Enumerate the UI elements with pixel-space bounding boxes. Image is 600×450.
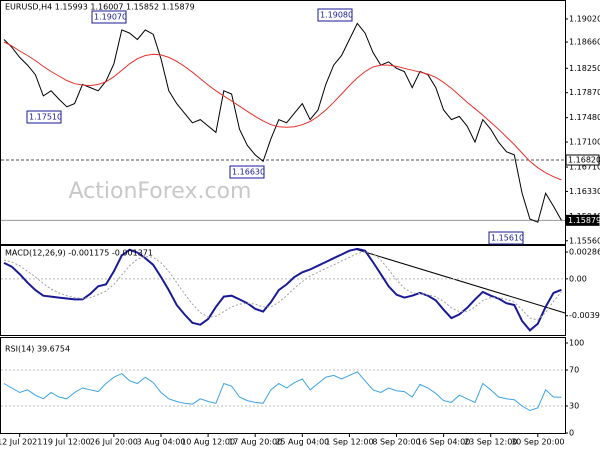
rsi-frame bbox=[0, 337, 566, 434]
annotation: 1.19070 bbox=[94, 13, 127, 22]
annotation: 1.17510 bbox=[29, 113, 62, 122]
y-tick-label: 1.17870 bbox=[569, 88, 600, 97]
y-tick-label: 1.16330 bbox=[569, 187, 600, 196]
y-tick-label: 1.17100 bbox=[569, 138, 600, 147]
x-tick-label: 16 Sep 04:00 bbox=[417, 438, 470, 447]
y-tick-label: 30 bbox=[569, 402, 579, 411]
series-line bbox=[3, 371, 562, 412]
x-tick-label: 26 Jul 20:00 bbox=[90, 438, 138, 447]
annotation-box bbox=[91, 10, 127, 24]
x-tick-label: 1 Sep 12:00 bbox=[325, 438, 373, 447]
x-tick-label: 12 Jul 2021 bbox=[0, 438, 42, 447]
y-tick-label: 70 bbox=[569, 366, 579, 375]
y-tick-label: 1.18660 bbox=[569, 38, 600, 47]
x-tick-label: 23 Sep 12:00 bbox=[464, 438, 517, 447]
level-label-box bbox=[565, 214, 600, 226]
x-tick-label: 17 Aug 20:00 bbox=[228, 438, 282, 447]
panel-title: RSI(14) 39.6754 bbox=[5, 345, 70, 354]
level-label-box bbox=[565, 154, 600, 166]
level-label: 1.16820 bbox=[568, 156, 600, 165]
watermark: ActionForex.com bbox=[69, 179, 252, 204]
x-tick-label: 3 Aug 04:00 bbox=[137, 438, 186, 447]
x-tick-label: 25 Aug 04:00 bbox=[275, 438, 329, 447]
annotation-box bbox=[317, 8, 353, 22]
y-tick-label: 1.17480 bbox=[569, 113, 600, 122]
y-tick-label: 1.19020 bbox=[569, 14, 600, 23]
y-tick-label: 1.18250 bbox=[569, 64, 600, 73]
macd-frame bbox=[0, 245, 566, 336]
y-tick-label: 1.16710 bbox=[569, 163, 600, 172]
x-tick-label: 8 Sep 20:00 bbox=[372, 438, 420, 447]
annotation-box bbox=[229, 165, 265, 179]
y-tick-label: 100 bbox=[569, 339, 584, 348]
annotation: 1.16630 bbox=[232, 168, 265, 177]
y-tick-label: 0.00 bbox=[569, 274, 587, 283]
annotation-box bbox=[488, 231, 524, 245]
series-line bbox=[3, 251, 562, 321]
panel-title: MACD(12,26,9) -0.001175 -0.001371 bbox=[5, 249, 153, 258]
panel-title: EURUSD,H4 1.15993 1.16007 1.15852 1.1587… bbox=[5, 3, 195, 12]
y-tick-label: -0.00394 bbox=[569, 311, 600, 320]
series-line bbox=[3, 41, 562, 181]
y-tick-label: 0.002861 bbox=[569, 248, 600, 257]
price-frame bbox=[0, 0, 566, 245]
level-label: 1.15879 bbox=[568, 216, 600, 225]
trend-line bbox=[354, 248, 566, 314]
x-tick-label: 30 Sep 20:00 bbox=[511, 438, 564, 447]
y-tick-label: 0 bbox=[569, 429, 574, 438]
y-tick-label: 1.15560 bbox=[569, 236, 600, 245]
x-tick-label: 19 Jul 12:00 bbox=[43, 438, 91, 447]
series-line bbox=[3, 22, 562, 223]
series-line bbox=[3, 247, 562, 332]
x-tick-label: 10 Aug 12:00 bbox=[181, 438, 235, 447]
annotation-box bbox=[26, 110, 62, 124]
annotation: 1.19080 bbox=[320, 11, 353, 20]
annotation: 1.15610 bbox=[491, 234, 524, 243]
